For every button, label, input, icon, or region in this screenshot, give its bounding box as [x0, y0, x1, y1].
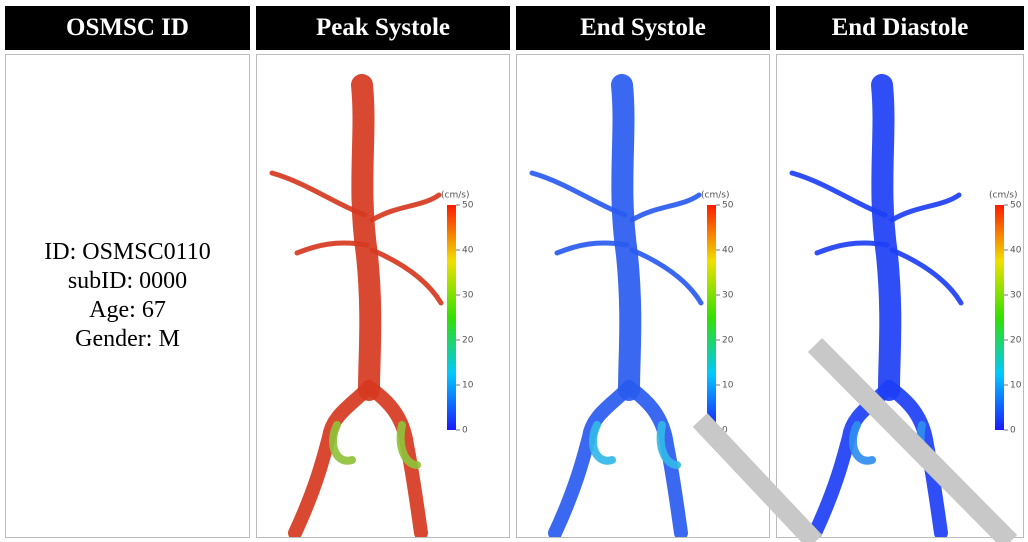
colorbar-tick-label: 30: [462, 291, 474, 301]
header-cell: End Diastole: [776, 6, 1024, 50]
colorbar-tick-label: 20: [722, 336, 734, 346]
id-line: subID: 0000: [68, 267, 187, 296]
image-cell: (cm/s)50 40 30 20 10 0: [516, 54, 770, 538]
vessel: [272, 173, 365, 215]
vessel: [815, 387, 889, 533]
colorbar-tick-label: 10: [722, 381, 734, 391]
vessel: [555, 387, 629, 533]
colorbar-tick-label: 10: [462, 381, 474, 391]
vessel: [622, 85, 630, 390]
vessel: [882, 85, 890, 390]
page: {"table": {"header": ["OSMSC ID", "Peak …: [0, 0, 1028, 542]
vessel: [372, 195, 439, 220]
vessel: [792, 173, 885, 215]
vessel: [632, 195, 699, 220]
colorbar-tick-label: 50: [462, 201, 474, 211]
vessel: [532, 173, 625, 215]
header-cell: OSMSC ID: [5, 6, 250, 50]
colorbar-tick-label: 40: [462, 246, 474, 256]
colorbar: [447, 205, 456, 430]
vessel: [892, 195, 959, 220]
colorbar-tick-label: 50: [722, 201, 734, 211]
colorbar: [707, 205, 716, 430]
colorbar-tick-label: 40: [722, 246, 734, 256]
colorbar-unit: (cm/s): [989, 191, 1017, 201]
vessel: [593, 425, 612, 461]
id-line: Age: 67: [89, 296, 166, 325]
colorbar-tick-label: 40: [1010, 246, 1022, 256]
colorbar-tick-label: 30: [1010, 291, 1022, 301]
image-cell: (cm/s)50 40 30 20 10 0: [256, 54, 510, 538]
id-line: Gender: M: [75, 325, 180, 354]
header-cell: Peak Systole: [256, 6, 510, 50]
colorbar-tick-label: 20: [462, 336, 474, 346]
id-line: ID: OSMSC0110: [44, 238, 210, 267]
vessel: [632, 250, 701, 303]
flow-image: (cm/s)50 40 30 20 10 0: [257, 55, 509, 537]
vessel: [333, 425, 352, 461]
colorbar-tick-label: 30: [722, 291, 734, 301]
vessel: [372, 250, 441, 303]
vessel: [853, 425, 872, 461]
image-cell: (cm/s)50 40 30 20 10 0: [776, 54, 1024, 538]
colorbar: [995, 205, 1004, 430]
vessel: [362, 85, 370, 390]
colorbar-tick-label: 50: [1010, 201, 1022, 211]
flow-image: (cm/s)50 40 30 20 10 0: [777, 55, 1023, 537]
flow-image: (cm/s)50 40 30 20 10 0: [517, 55, 769, 537]
colorbar-unit: (cm/s): [701, 191, 729, 201]
colorbar-tick-label: 0: [722, 426, 728, 436]
vessel: [892, 250, 961, 303]
colorbar-tick-label: 0: [1010, 426, 1016, 436]
header-cell: End Systole: [516, 6, 770, 50]
colorbar-unit: (cm/s): [441, 191, 469, 201]
colorbar-tick-label: 20: [1010, 336, 1022, 346]
colorbar-tick-label: 10: [1010, 381, 1022, 391]
vessel: [295, 387, 369, 533]
colorbar-tick-label: 0: [462, 426, 468, 436]
